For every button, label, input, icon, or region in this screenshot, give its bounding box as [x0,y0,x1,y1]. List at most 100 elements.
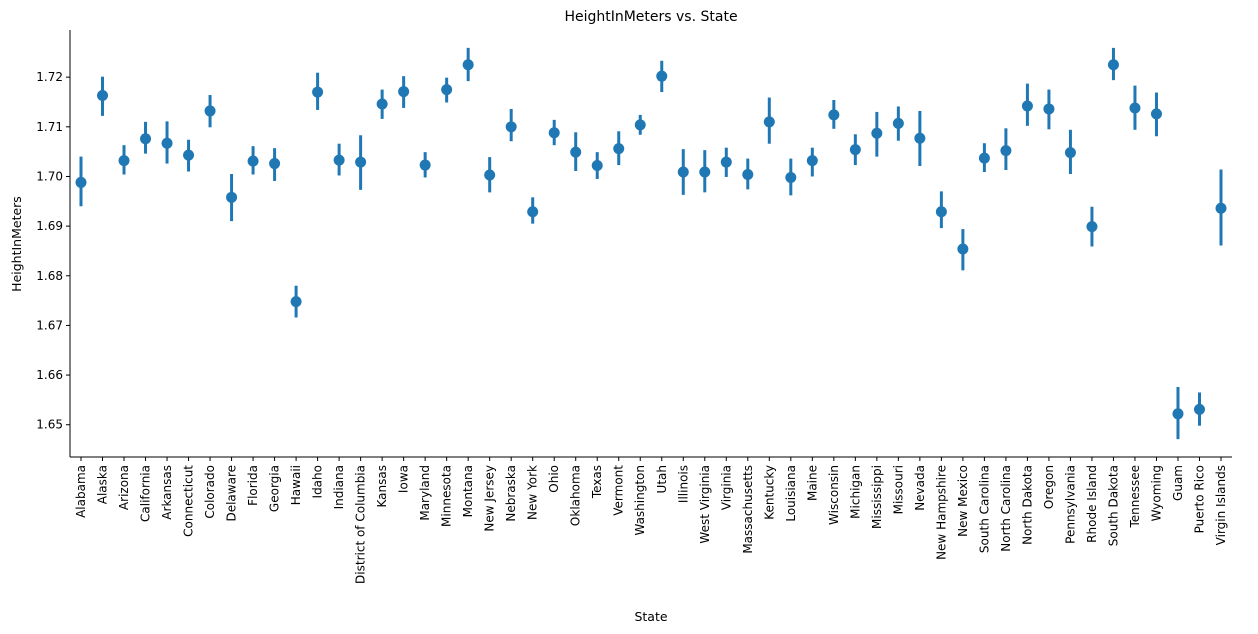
x-tick-label: California [139,465,153,522]
x-tick-label: Montana [461,465,475,517]
x-tick-label: New York [526,465,540,520]
data-point [1215,202,1227,214]
x-tick-label: Washington [633,465,647,536]
x-tick-label: New Jersey [483,465,497,532]
x-tick-label: Indiana [332,465,346,509]
x-tick-label: Guam [1171,465,1185,501]
y-axis-label: HeightInMeters [9,196,24,292]
x-tick-label: Kentucky [762,465,776,520]
x-tick-label: Louisiana [784,465,798,522]
data-point [570,146,582,158]
x-tick-label: Alaska [96,465,110,504]
x-tick-label: Rhode Island [1085,465,1099,543]
x-tick-label: Ohio [547,465,561,493]
x-tick-label: Michigan [848,465,862,519]
x-tick-label: Arizona [117,465,131,510]
data-point [1193,403,1205,415]
x-tick-label: New Mexico [956,465,970,537]
x-tick-label: North Dakota [1020,465,1034,545]
x-tick-label: North Carolina [999,465,1013,552]
x-tick-label: Hawaii [289,465,303,505]
data-point [462,59,474,71]
x-tick-label: Iowa [397,465,411,493]
x-tick-label: Minnesota [440,465,454,527]
x-tick-label: Colorado [203,465,217,519]
data-point [914,132,926,144]
y-tick-label: 1.68 [36,269,63,283]
data-point [871,127,883,139]
x-tick-label: Massachusetts [741,465,755,554]
data-point [763,116,775,128]
x-tick-label: Georgia [268,465,282,512]
data-point [1129,102,1141,114]
data-point [398,86,410,98]
data-point [1021,100,1033,112]
y-tick-label: 1.67 [36,318,63,332]
x-tick-label: Vermont [612,465,626,516]
x-tick-label: South Dakota [1106,465,1120,546]
x-tick-label: Oregon [1042,465,1056,509]
data-point [634,119,646,131]
x-tick-label: Wisconsin [827,465,841,525]
plot-area: 1.65 1.66 1.67 1.68 1.69 1.70 1.71 1.72 Alabama A… [36,30,1232,584]
data-point [742,168,754,180]
data-point [355,156,367,168]
data-point [978,152,990,164]
data-point [376,98,388,110]
x-tick-label: Nevada [913,465,927,511]
data-point [1043,103,1055,115]
data-point [699,166,711,178]
data-point [1172,408,1184,420]
data-point [484,169,496,181]
data-point [957,243,969,255]
data-point [161,137,173,149]
data-point [312,86,324,98]
data-point [97,90,109,102]
data-point [677,166,689,178]
data-point [75,176,87,188]
x-tick-label: New Hampshire [934,465,948,560]
x-tick-label: Idaho [311,465,325,498]
x-tick-label: Texas [590,465,604,499]
x-tick-label: Tennessee [1128,465,1142,529]
data-point [140,133,152,145]
data-point [785,171,797,183]
x-tick-label: Virgin Islands [1214,465,1228,545]
x-tick-label: Illinois [676,465,690,503]
x-tick-label: Nebraska [504,465,518,522]
data-point [548,127,560,139]
x-tick-label: Maine [805,465,819,501]
x-tick-label: Arkansas [160,465,174,520]
chart-title: HeightInMeters vs. State [564,9,737,25]
data-point [849,144,861,156]
data-point [118,155,130,167]
x-tick-label: West Virginia [698,465,712,544]
x-axis-label: State [634,609,667,624]
data-point [1000,145,1012,157]
x-tick-label: Pennsylvania [1063,465,1077,544]
data-point [1064,147,1076,159]
data-point [290,296,302,308]
data-point [935,206,947,218]
data-point [419,159,431,171]
data-point [806,155,818,167]
x-tick-label: Alabama [74,465,88,518]
x-tick-label: Missouri [891,465,905,514]
data-point [1086,221,1098,233]
x-tick-label: Puerto Rico [1192,465,1206,533]
data-point [591,160,603,172]
x-tick-label: Mississippi [870,465,884,529]
x-tick-label: Connecticut [182,465,196,537]
x-tick-label: Florida [246,465,260,506]
y-tick-label: 1.70 [36,169,63,183]
data-point [441,84,453,96]
x-tick-label: Wyoming [1149,465,1163,521]
y-tick-label: 1.66 [36,368,63,382]
y-tick-label: 1.69 [36,219,63,233]
data-point [613,143,625,155]
data-point [1150,108,1162,120]
x-tick-label: Delaware [225,465,239,522]
data-point [247,155,259,167]
data-point [505,121,517,133]
x-tick-label: Maryland [418,465,432,521]
